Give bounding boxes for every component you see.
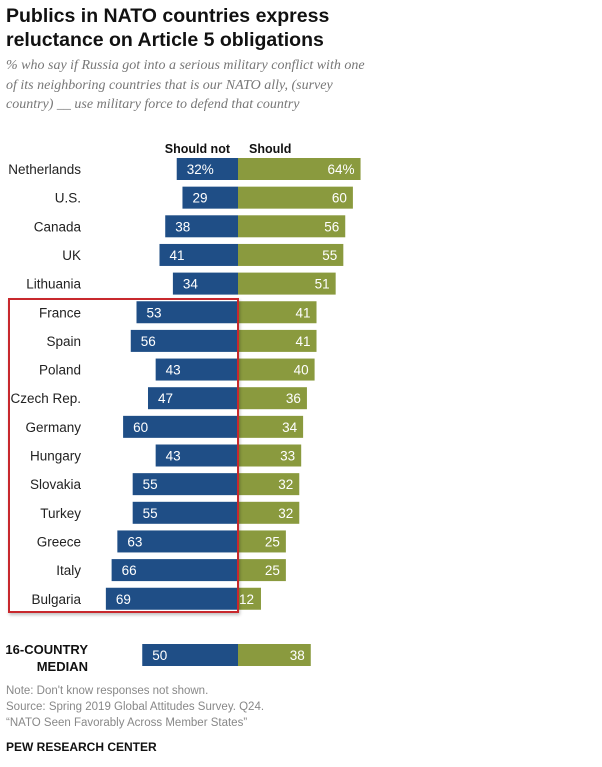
value-label-should: 32	[278, 506, 293, 521]
value-label-should-not: 66	[122, 563, 137, 578]
bar-should-not	[155, 444, 238, 467]
median-bar-should-not	[142, 644, 238, 666]
bar-should	[238, 272, 336, 295]
category-label: Slovakia	[30, 477, 82, 492]
value-label-should-not: 53	[147, 305, 162, 320]
bar-should	[238, 358, 315, 381]
category-label: Czech Rep.	[10, 391, 81, 406]
bar-should-not	[147, 387, 238, 410]
bar-should	[238, 473, 300, 496]
category-label: Lithuania	[26, 277, 81, 292]
value-label-should-not: 47	[158, 391, 173, 406]
bar-should	[238, 243, 344, 266]
value-label-should-not: 41	[169, 248, 184, 263]
value-label-should: 41	[295, 305, 310, 320]
value-label-should-not: 34	[183, 277, 199, 292]
value-label-should-not: 38	[175, 219, 190, 234]
value-label-should-not: 43	[166, 449, 181, 464]
bar-should	[238, 501, 300, 524]
median-label-line1: 16-COUNTRY	[5, 642, 88, 657]
chart-title: Publics in NATO countries express reluct…	[6, 5, 330, 51]
note-text: Note: Don't know responses not shown.	[6, 685, 209, 697]
median-bar-should	[238, 644, 311, 666]
value-label-should: 40	[294, 363, 309, 378]
bar-should-not	[111, 559, 238, 582]
value-label-should: 36	[286, 391, 301, 406]
category-label: Greece	[37, 534, 81, 549]
value-label-should-not: 69	[116, 592, 131, 607]
bar-should-not	[105, 587, 239, 610]
value-label-should: 25	[265, 563, 280, 578]
bar-should	[238, 387, 307, 410]
value-label-should-not: 32%	[187, 162, 214, 177]
bar-should	[238, 415, 304, 438]
chart-footer: Note: Don't know responses not shown. So…	[6, 683, 264, 731]
value-label-should: 55	[322, 248, 337, 263]
report-title: “NATO Seen Favorably Across Member State…	[6, 717, 248, 729]
category-label: Netherlands	[8, 162, 81, 177]
diverging-bar-chart: Should not Should Netherlands 32% 64% U.S. 29 6…	[5, 142, 361, 674]
bar-should-not	[159, 243, 238, 266]
bar-should-not	[172, 272, 238, 295]
bar-should-not	[132, 473, 238, 496]
value-label-should-not: 60	[133, 420, 148, 435]
bar-should-not	[182, 186, 238, 209]
value-label-should-not: 43	[166, 363, 181, 378]
category-label: Bulgaria	[31, 592, 81, 607]
category-label: Hungary	[30, 449, 81, 464]
chart-subtitle: % who say if Russia got into a serious m…	[6, 58, 365, 112]
median-value-should: 38	[290, 648, 305, 663]
value-label-should: 56	[324, 219, 339, 234]
value-label-should-not: 63	[127, 534, 142, 549]
bar-should	[238, 587, 261, 610]
bar-should-not	[123, 415, 238, 438]
value-label-should-not: 56	[141, 334, 156, 349]
value-label-should: 60	[332, 191, 347, 206]
legend-should-not: Should not	[165, 142, 231, 156]
value-label-should: 41	[295, 334, 310, 349]
category-label: Poland	[39, 363, 81, 378]
bar-should-not	[176, 158, 238, 180]
bar-should-not	[155, 358, 238, 381]
value-label-should: 34	[282, 420, 298, 435]
category-label: Canada	[34, 219, 82, 234]
value-label-should-not: 55	[143, 477, 158, 492]
value-label-should: 33	[280, 449, 295, 464]
median-value-should-not: 50	[152, 648, 167, 663]
legend-should: Should	[249, 142, 291, 156]
bar-should-not	[132, 501, 238, 524]
bar-should-not	[130, 329, 238, 352]
bar-should-not	[136, 301, 238, 324]
value-label-should-not: 29	[192, 191, 207, 206]
bar-should	[238, 215, 346, 238]
bar-should	[238, 158, 361, 180]
value-label-should: 12	[239, 592, 254, 607]
value-label-should: 64%	[328, 162, 355, 177]
median-label-line2: MEDIAN	[37, 659, 88, 674]
bar-should	[238, 329, 317, 352]
value-label-should: 51	[315, 277, 330, 292]
value-label-should: 32	[278, 477, 293, 492]
bar-should-not	[165, 215, 238, 238]
bar-should	[238, 559, 286, 582]
bar-should	[238, 186, 353, 209]
bar-should	[238, 301, 317, 324]
category-label: Turkey	[40, 506, 81, 521]
category-label: Spain	[46, 334, 81, 349]
category-label: France	[39, 305, 81, 320]
brand-logo-text: PEW RESEARCH CENTER	[6, 740, 157, 754]
bar-should-not	[117, 530, 238, 553]
value-label-should: 25	[265, 534, 280, 549]
category-label: U.S.	[55, 191, 81, 206]
bar-should	[238, 530, 286, 553]
source-text: Source: Spring 2019 Global Attitudes Sur…	[6, 701, 265, 713]
category-label: UK	[62, 248, 81, 263]
bar-should	[238, 444, 302, 467]
category-label: Germany	[25, 420, 81, 435]
value-label-should-not: 55	[143, 506, 158, 521]
category-label: Italy	[56, 563, 81, 578]
